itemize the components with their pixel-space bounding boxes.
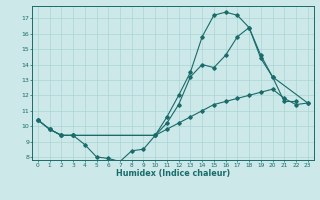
X-axis label: Humidex (Indice chaleur): Humidex (Indice chaleur)	[116, 169, 230, 178]
